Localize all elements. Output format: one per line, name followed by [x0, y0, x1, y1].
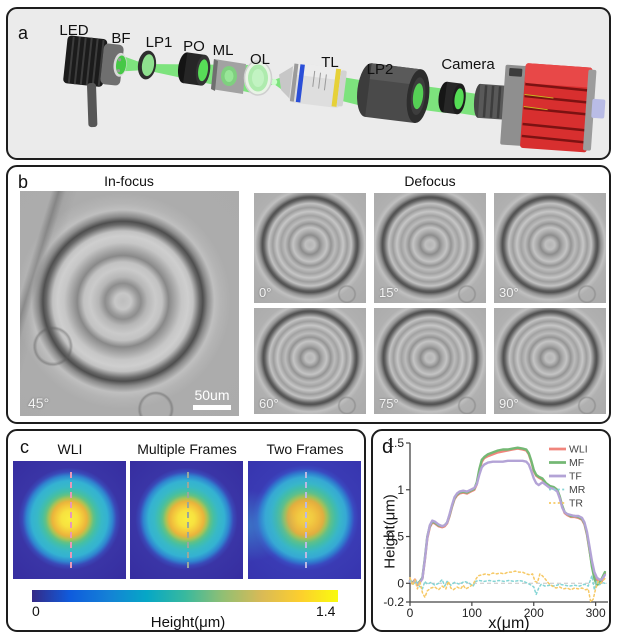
tf-profile-line — [304, 471, 307, 569]
series-TR — [409, 570, 606, 603]
legend-label-TR: TR — [569, 498, 583, 510]
series-TF — [408, 459, 607, 586]
defocus-image-60: 60° — [254, 308, 366, 414]
bf-label: BF — [111, 30, 131, 47]
panel-c-label: c — [20, 437, 29, 457]
mf-heatmap — [130, 461, 243, 579]
y-tick-label: 1 — [397, 483, 404, 497]
defocus-angle-tag: 30° — [499, 285, 519, 300]
defocus-image-15: 15° — [374, 193, 486, 303]
wli-heatmap — [13, 461, 126, 579]
infocus-angle-tag: 45° — [28, 395, 50, 411]
po-plate-graphic — [211, 59, 246, 94]
ml-microlens-graphic — [243, 60, 273, 96]
tl-tube-lens-graphic — [357, 63, 430, 124]
legend-label-TF: TF — [569, 471, 582, 483]
y-tick-label: 0 — [397, 576, 404, 590]
legend-label-MF: MF — [569, 457, 584, 469]
x-tick-label: 300 — [586, 606, 606, 620]
panel-d-label: d — [382, 436, 394, 458]
legend-label-WLI: WLI — [569, 444, 588, 456]
defocus-image-75: 75° — [374, 308, 486, 414]
defocus-angle-tag: 75° — [379, 396, 399, 411]
tl-label: TL — [321, 54, 339, 71]
optical-setup-drawing — [63, 35, 606, 153]
wli-profile-line — [69, 471, 72, 569]
scalebar-line — [193, 405, 231, 410]
panel-c-height-maps: c WLI Multiple Frames Two Frames 0 1.4 H… — [6, 429, 366, 632]
ml-label: ML — [212, 42, 234, 59]
tf-map-title: Two Frames — [266, 441, 344, 457]
y-tick-label: 0.5 — [387, 530, 404, 544]
camera-graphic — [473, 63, 606, 153]
panel-d-profile-chart: d Height(μm) x(μm) 0 100 200 300 -0.2 0 0.5 1 1.… — [371, 429, 611, 632]
defocus-title: Defocus — [404, 173, 456, 189]
bf-filter-graphic — [137, 50, 157, 80]
lp1-polarizer-graphic — [177, 52, 211, 86]
y-tick-label: 1.5 — [387, 436, 404, 450]
chart-x-axis-label: x(μm) — [488, 615, 530, 632]
legend-label-MR: MR — [569, 484, 586, 496]
x-tick-label: 0 — [407, 606, 414, 620]
scalebar-text: 50um — [194, 387, 230, 403]
infocus-title: In-focus — [104, 173, 154, 189]
defocus-image-0: 0° — [254, 193, 366, 303]
po-label: PO — [183, 38, 205, 55]
colorbar-max: 1.4 — [316, 603, 336, 619]
tf-heatmap — [248, 461, 361, 579]
wli-map-title: WLI — [57, 441, 83, 457]
lp1-label: LP1 — [145, 34, 173, 51]
defocus-angle-tag: 15° — [379, 285, 399, 300]
x-tick-label: 100 — [462, 606, 482, 620]
led-graphic — [63, 35, 127, 128]
infocus-image: 45° 50um — [20, 191, 239, 416]
series-MR — [409, 575, 606, 596]
defocus-angle-tag: 60° — [259, 396, 279, 411]
defocus-image-90: 90° — [494, 308, 606, 414]
mf-profile-line — [186, 471, 189, 569]
colorbar — [32, 590, 338, 602]
panel-b-label: b — [18, 172, 29, 192]
led-label: LED — [59, 22, 89, 39]
panel-a-optical-setup: a LED BF LP1 PO ML OL TL LP2 Camera — [6, 7, 611, 160]
y-tick-label: -0.2 — [383, 595, 404, 609]
ol-objective-graphic — [278, 62, 347, 108]
scalebar: 50um — [193, 387, 231, 410]
defocus-angle-tag: 0° — [259, 285, 272, 300]
defocus-angle-tag: 90° — [499, 396, 519, 411]
colorbar-label: Height(μm) — [150, 614, 226, 631]
defocus-image-30: 30° — [494, 193, 606, 303]
camera-label: Camera — [441, 56, 495, 73]
x-tick-label: 200 — [524, 606, 544, 620]
mf-map-title: Multiple Frames — [137, 441, 237, 457]
lp2-label: LP2 — [366, 61, 394, 78]
lp2-polarizer-graphic — [438, 81, 466, 115]
ol-label: OL — [249, 51, 271, 68]
panel-b-images: b In-focus Defocus 45° 50um 0° 15° 30° 6… — [6, 165, 611, 424]
panel-a-label: a — [18, 23, 29, 43]
colorbar-min: 0 — [32, 603, 40, 619]
